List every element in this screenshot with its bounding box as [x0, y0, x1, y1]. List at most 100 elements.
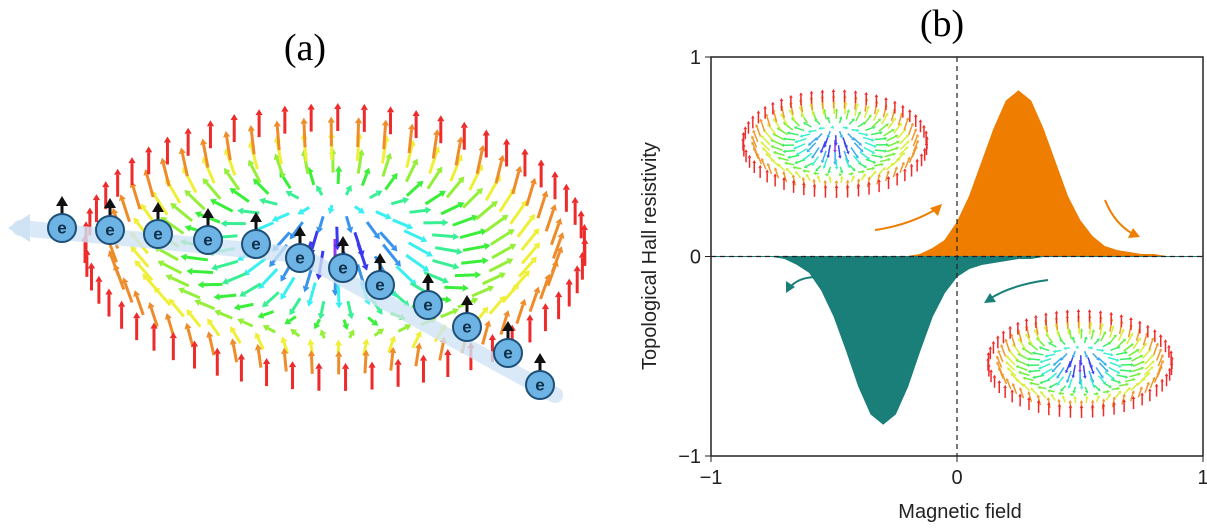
spin-arrow [796, 144, 805, 148]
spin-arrowhead [1165, 373, 1169, 376]
spin-arrow [1007, 381, 1010, 390]
spin-arrowhead [828, 176, 832, 179]
spin-arrow [1157, 351, 1161, 361]
spin-arrowhead [503, 138, 510, 144]
spin-arrowhead [1160, 379, 1164, 382]
spin-arrowhead [482, 257, 488, 264]
spin-arrow [146, 278, 159, 293]
spin-arrowhead [872, 167, 875, 171]
spin-arrow [1073, 365, 1075, 376]
spin-arrow [147, 175, 153, 197]
spin-arrow [258, 350, 261, 368]
spin-arrow [396, 266, 412, 281]
spin-arrow [1070, 379, 1072, 386]
spin-arrowhead [1125, 375, 1128, 379]
spin-arrowhead [802, 182, 806, 185]
spin-arrow [1096, 367, 1102, 376]
spin-arrow [773, 147, 782, 150]
spin-arrowhead [835, 180, 839, 183]
spin-arrowhead [778, 157, 781, 160]
spin-arrowhead [997, 380, 1001, 383]
spin-arrowhead [328, 208, 335, 215]
spin-arrow [284, 277, 295, 294]
spin-arrowhead [328, 117, 335, 123]
spin-arrow [277, 126, 279, 150]
spin-arrow [433, 260, 454, 266]
spin-arrow [551, 224, 558, 245]
spin-arrow [1062, 341, 1066, 345]
spin-arrow [215, 202, 232, 211]
spin-arrowhead [461, 122, 468, 128]
spin-arrow [517, 305, 523, 324]
spin-arrow [441, 311, 454, 316]
spin-arrow [861, 176, 864, 180]
spin-arrow [1111, 379, 1119, 382]
spin-arrow [1058, 377, 1063, 384]
spin-arrow [874, 165, 881, 166]
spin-arrowhead [453, 233, 459, 240]
spin-arrowhead [854, 90, 858, 93]
spin-arrowhead [555, 291, 562, 297]
spin-arrowhead [884, 137, 887, 141]
spin-arrowhead [289, 361, 296, 367]
spin-arrow [763, 137, 770, 144]
spin-arrow [1041, 364, 1050, 368]
spin-arrow [761, 121, 764, 131]
spin-arrow [880, 160, 888, 162]
spin-arrowhead [919, 119, 923, 122]
spin-arrowhead [402, 197, 409, 204]
spin-arrowhead [566, 278, 573, 284]
spin-arrow [189, 194, 205, 209]
spin-arrowhead [827, 155, 831, 158]
spin-arrow [1052, 396, 1055, 400]
spin-arrowhead [445, 296, 451, 303]
spin-arrow [355, 232, 361, 251]
spin-arrowhead [1068, 400, 1072, 403]
spin-arrow [779, 165, 784, 170]
spin-arrowhead [231, 114, 238, 120]
spin-arrowhead [180, 254, 186, 261]
spin-arrow [331, 205, 332, 208]
spin-arrow [888, 142, 897, 146]
electron-label: e [375, 275, 384, 294]
spin-arrow [840, 119, 841, 123]
spin-arrow [1132, 368, 1141, 371]
spin-arrowhead [910, 164, 914, 167]
spin-arrow [1018, 361, 1027, 365]
spin-arrow [1024, 385, 1029, 390]
spin-arrowhead [865, 133, 868, 137]
spin-arrow [384, 126, 386, 150]
spin-arrow [1104, 383, 1110, 386]
spin-arrow [1103, 343, 1109, 346]
spin-arrowhead [308, 350, 315, 356]
spin-arrow [370, 194, 378, 198]
spin-arrow [321, 301, 323, 313]
spin-arrow [846, 112, 848, 119]
spin-arrowhead [851, 172, 854, 176]
spin-arrowhead [744, 126, 748, 129]
spin-arrow [428, 171, 439, 188]
spin-arrowhead [442, 219, 448, 226]
spin-arrowhead [802, 177, 806, 180]
spin-arrowhead [835, 167, 839, 170]
spin-arrow [879, 169, 884, 174]
spin-arrow [804, 153, 811, 159]
spin-arrow [200, 303, 215, 309]
spin-arrow [289, 317, 296, 321]
spin-arrow [337, 227, 338, 245]
spin-arrowhead [1037, 394, 1040, 397]
spin-arrowhead [263, 358, 270, 364]
spin-arrowhead [884, 97, 888, 100]
spin-arrow [186, 257, 208, 260]
y-tick-label: 1 [690, 47, 701, 69]
spin-arrowhead [812, 179, 816, 182]
spin-arrow [492, 247, 511, 258]
spin-arrow [1056, 350, 1062, 351]
y-axis-label: Topological Hall resistivity [639, 142, 661, 370]
spin-arrow [893, 169, 896, 177]
spin-arrowhead [771, 102, 775, 105]
spin-arrow [1003, 375, 1007, 384]
spin-arrow [811, 130, 817, 131]
spin-arrowhead [581, 238, 588, 244]
spin-arrow [1109, 367, 1118, 372]
